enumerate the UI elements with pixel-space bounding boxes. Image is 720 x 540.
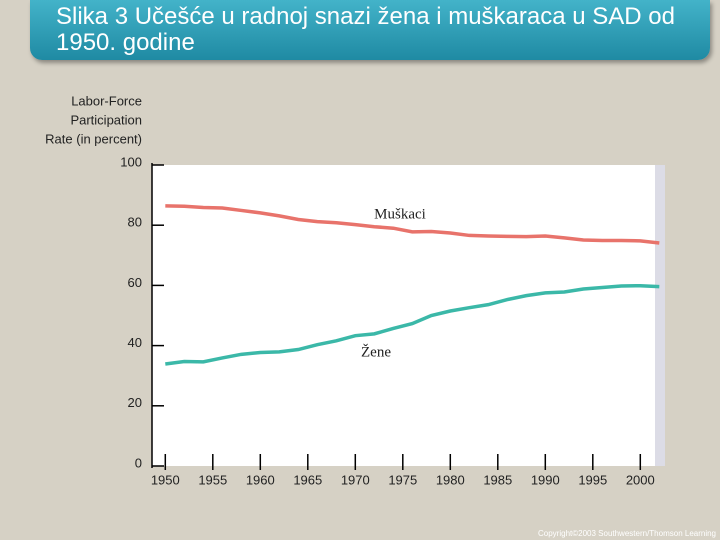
title-bar [30,0,710,60]
x-tick-label: 1985 [483,472,512,487]
x-tick-label: 1980 [436,472,465,487]
series-line [165,204,660,245]
y-tick-label: 40 [128,335,142,350]
y-tick-label: 60 [128,275,142,290]
plot-edge [655,165,665,466]
y-axis-label: Rate (in percent) [45,131,142,146]
y-axis-label: Participation [70,112,142,127]
x-tick-label: 1975 [388,472,417,487]
x-tick-label: 1970 [341,472,370,487]
y-tick-label: 80 [128,215,142,230]
y-tick-label: 0 [135,455,142,470]
y-axis-label: Labor-Force [71,93,142,108]
y-tick-label: 100 [120,154,142,169]
series-label: Žene [361,343,391,360]
x-tick-label: 1965 [293,472,322,487]
y-tick-label: 20 [128,395,142,410]
x-tick-label: 1960 [246,472,275,487]
x-tick-label: 1955 [198,472,227,487]
x-tick-label: 1950 [151,472,180,487]
series-line [165,283,660,366]
series-label: Muškaci [374,206,426,222]
x-tick-label: 1990 [531,472,560,487]
plot-area [152,165,665,466]
slide-title: Slika 3 Učešće u radnoj snazi žena i muš… [56,3,675,56]
x-tick-label: 1995 [578,472,607,487]
x-tick-label: 2000 [626,472,655,487]
copyright: Copyright©2003 Southwestern/Thomson Lear… [538,529,716,538]
